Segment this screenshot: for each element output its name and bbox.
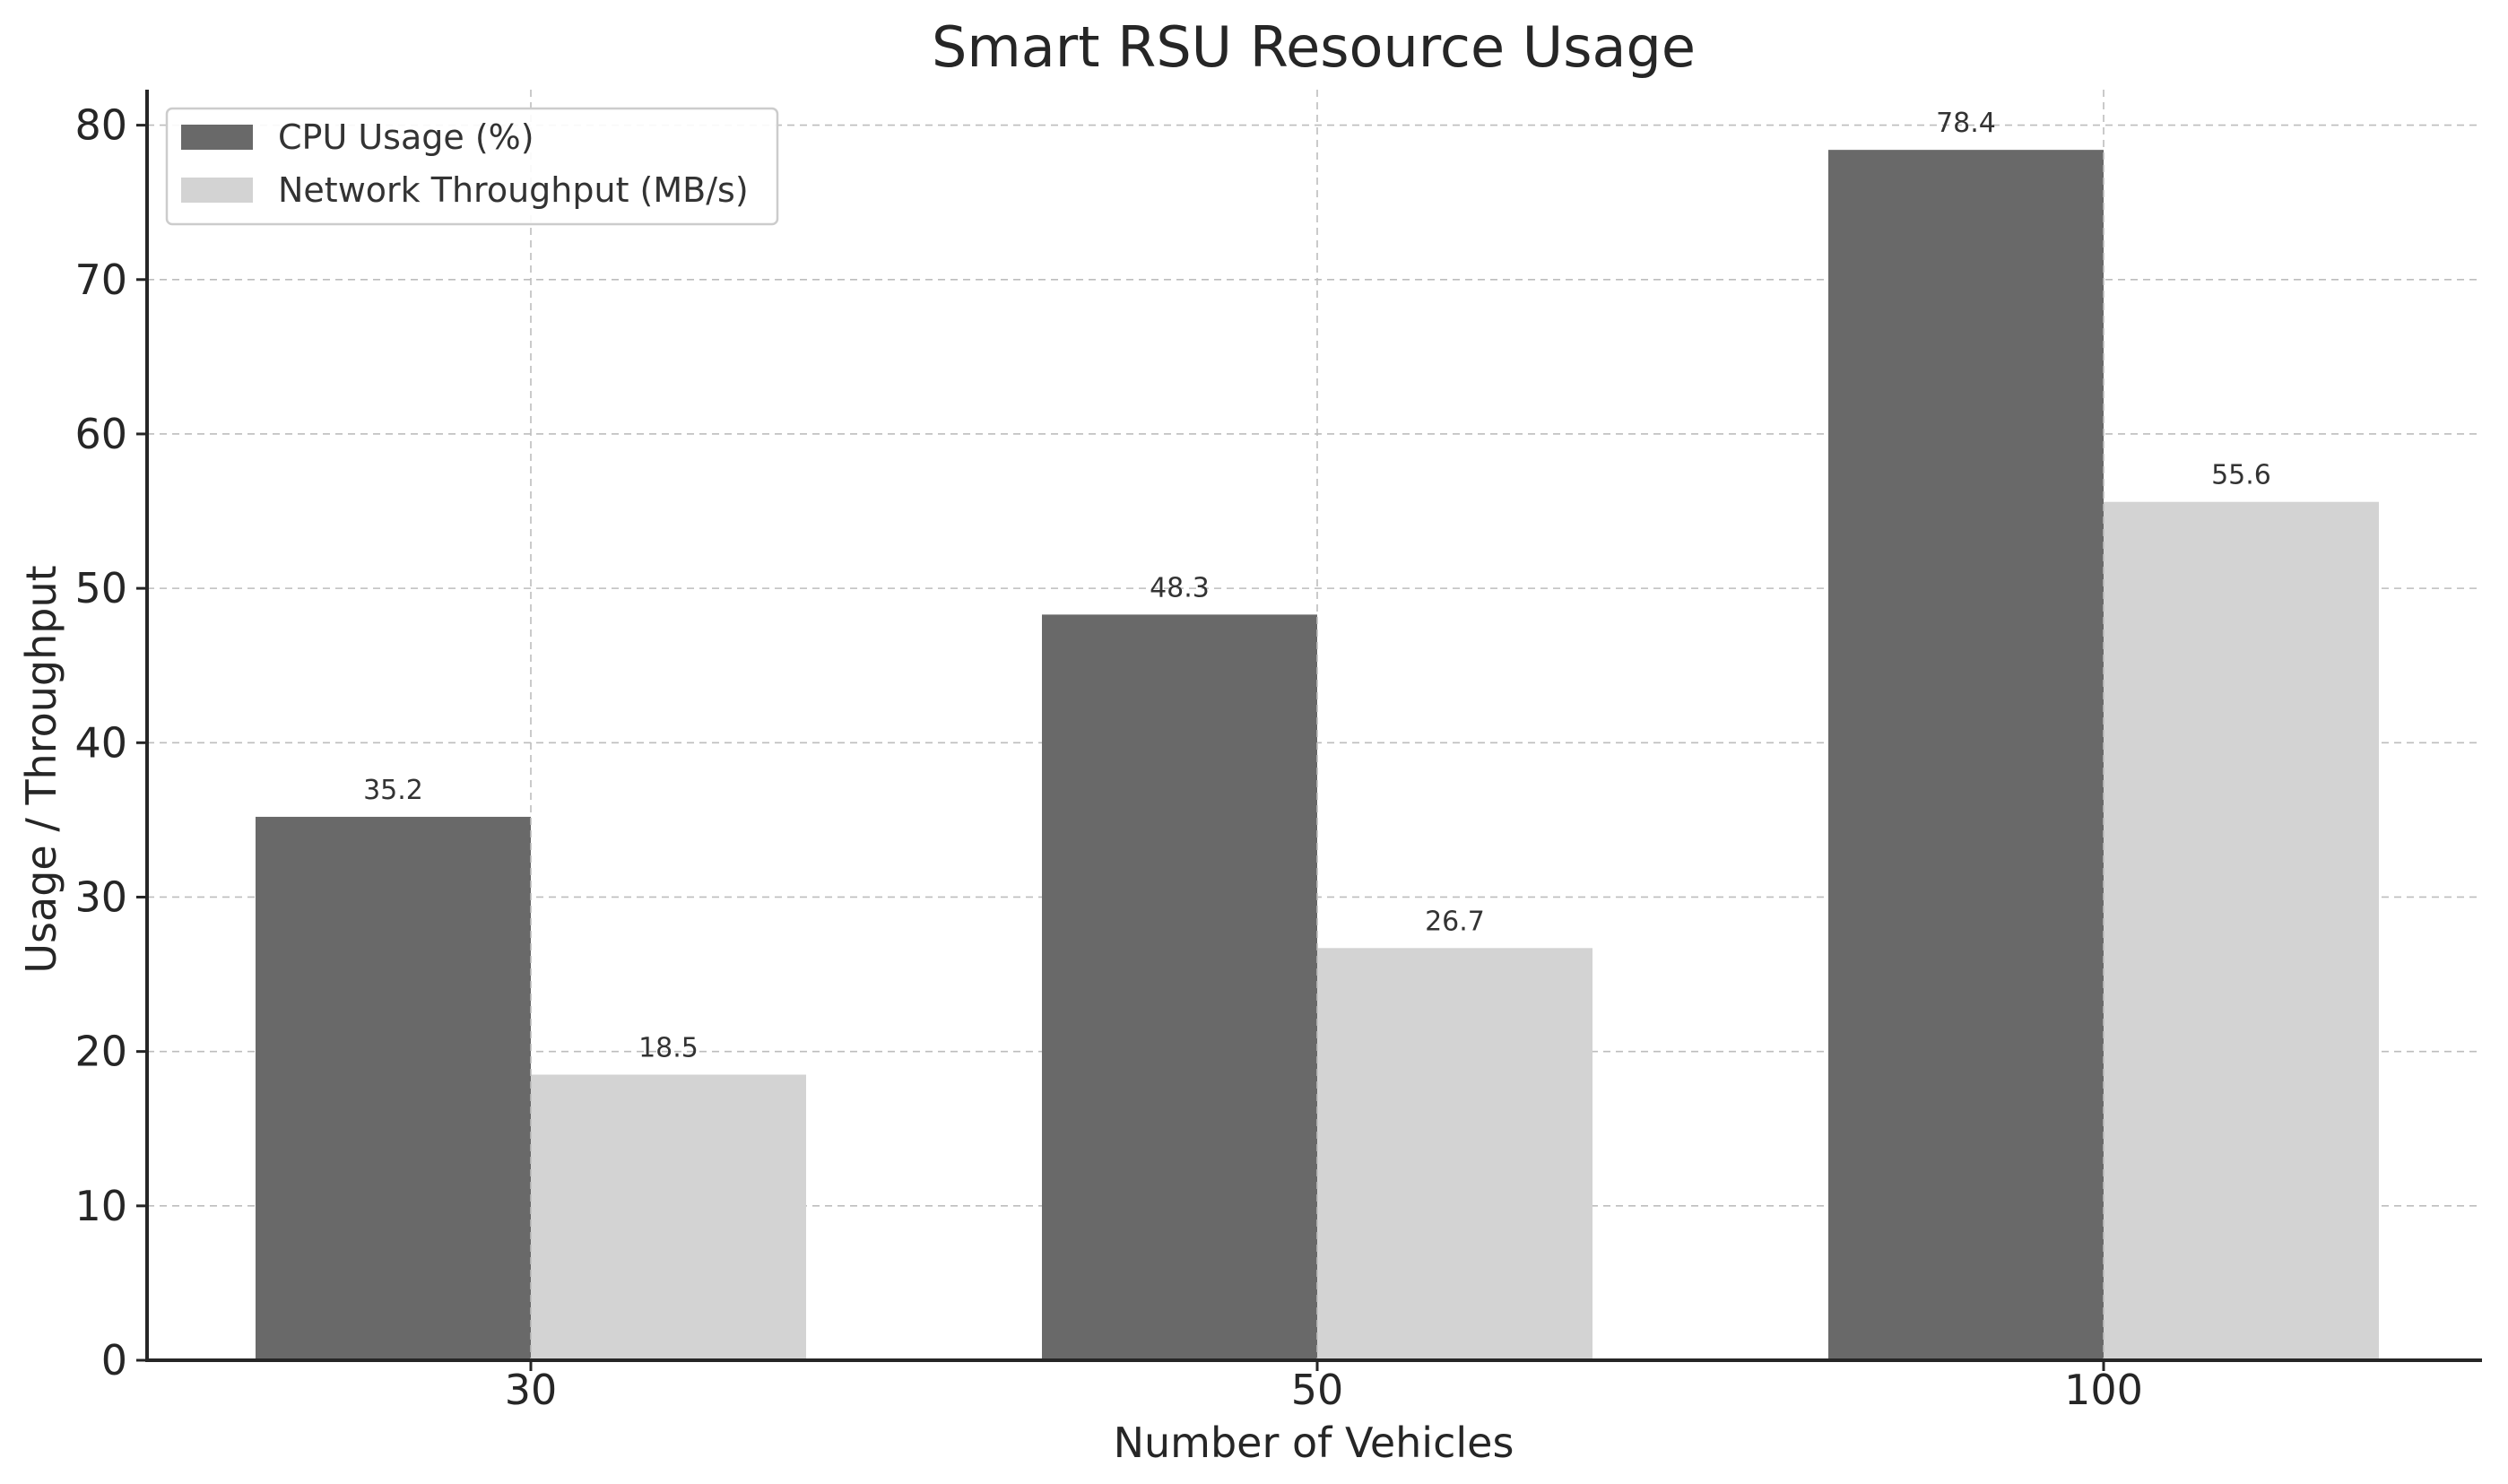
y-tick-label: 0 — [101, 1336, 127, 1384]
y-tick-label: 30 — [74, 872, 127, 921]
data-label-network-throughput-mb-s-100: 55.6 — [2211, 460, 2271, 491]
data-label-network-throughput-mb-s-50: 26.7 — [1425, 906, 1485, 937]
legend-swatch-network-throughput — [181, 178, 253, 203]
x-tick-label: 30 — [505, 1366, 558, 1414]
chart-title: Smart RSU Resource Usage — [932, 14, 1696, 80]
y-tick-label: 20 — [74, 1028, 127, 1076]
data-label-cpu-usage-100: 78.4 — [1936, 108, 1996, 139]
bar-network-throughput-mb-s-30 — [531, 1074, 806, 1360]
bar-network-throughput-mb-s-50 — [1317, 948, 1592, 1360]
data-label-network-throughput-mb-s-30: 18.5 — [638, 1032, 699, 1063]
y-tick-label: 50 — [74, 564, 127, 612]
bar-cpu-usage-50 — [1042, 614, 1317, 1360]
data-labels: 35.2 18.5 48.3 26.7 78.4 55.6 — [363, 108, 2271, 1063]
legend: CPU Usage (%) Network Throughput (MB/s) — [165, 107, 779, 226]
legend-box — [165, 107, 779, 226]
y-tick-label: 60 — [74, 410, 127, 458]
legend-label-network-throughput: Network Throughput (MB/s) — [278, 170, 749, 210]
y-tick-label: 70 — [74, 256, 127, 304]
x-axis-label: Number of Vehicles — [1114, 1419, 1514, 1467]
x-tick-label: 100 — [2064, 1366, 2143, 1414]
data-label-cpu-usage-30: 35.2 — [363, 775, 423, 806]
bars — [256, 150, 2379, 1361]
bar-cpu-usage-30 — [256, 816, 531, 1360]
bar-network-throughput-mb-s-100 — [2104, 501, 2379, 1360]
y-axis-label: Usage / Throughput — [17, 565, 65, 973]
legend-swatch-cpu-usage — [181, 125, 253, 150]
axes — [145, 90, 2482, 1362]
x-tick-label: 50 — [1291, 1366, 1344, 1414]
vertical-grid — [530, 90, 2104, 1360]
y-tick-label: 80 — [74, 101, 127, 150]
tick-labels: 0 10 20 30 40 50 60 70 80 30 50 100 — [74, 101, 2142, 1414]
y-tick-label: 40 — [74, 718, 127, 767]
bar-cpu-usage-100 — [1828, 150, 2104, 1361]
legend-label-cpu-usage: CPU Usage (%) — [278, 117, 534, 157]
data-label-cpu-usage-50: 48.3 — [1150, 572, 1210, 603]
y-tick-label: 10 — [74, 1182, 127, 1230]
